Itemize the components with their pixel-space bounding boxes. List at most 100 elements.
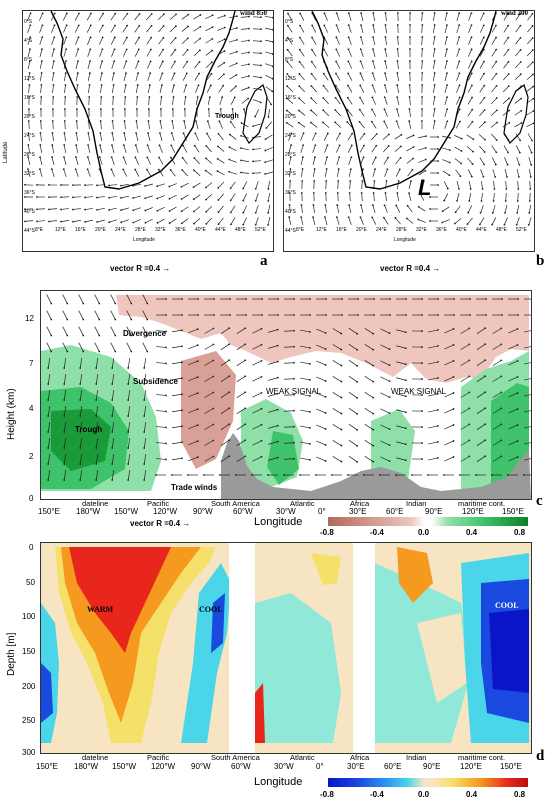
wind-vector-head xyxy=(433,72,436,74)
wind-vector xyxy=(444,408,454,414)
wind-vector-head xyxy=(484,407,487,410)
wind-vector xyxy=(491,85,497,93)
wind-vector xyxy=(268,329,278,333)
wind-vector-head xyxy=(89,24,92,27)
wind-vector-head xyxy=(396,84,399,86)
wind-vector xyxy=(158,25,164,33)
wind-vector xyxy=(229,171,237,175)
wind-vector xyxy=(409,96,411,106)
wind-vector-head xyxy=(24,220,26,223)
wind-vector-head xyxy=(326,156,328,159)
wind-vector xyxy=(419,181,425,189)
wind-vector xyxy=(135,73,139,81)
wind-vector xyxy=(481,180,483,190)
wind-vector-head xyxy=(334,109,337,111)
wind-vector-head xyxy=(506,175,508,178)
wind-vector-head xyxy=(62,168,65,171)
wind-vector xyxy=(135,157,139,165)
wind-vector-head xyxy=(507,474,509,476)
wind-vector xyxy=(433,72,435,82)
wind-vector xyxy=(205,158,213,164)
wind-vector xyxy=(79,374,83,384)
c-colorbar-tick: 0.4 xyxy=(466,528,478,537)
wind-vector xyxy=(146,169,152,177)
wind-vector xyxy=(193,49,201,57)
wind-vector xyxy=(394,134,402,140)
wind-vector-head xyxy=(516,424,519,426)
wind-vector xyxy=(236,407,246,415)
wind-vector-head xyxy=(48,196,50,199)
wind-vector-head xyxy=(288,216,291,218)
wind-vector-head xyxy=(86,156,89,159)
b-ytick: 32°S xyxy=(285,171,296,177)
wind-vector xyxy=(112,96,114,106)
wind-vector xyxy=(476,359,486,367)
wind-vector-head xyxy=(77,24,80,27)
wind-vector xyxy=(467,169,473,177)
wind-vector-head xyxy=(260,343,263,346)
wind-vector-head xyxy=(79,463,82,465)
wind-vector xyxy=(63,438,67,448)
wind-vector-head xyxy=(89,60,91,63)
wind-vector-head xyxy=(408,84,411,86)
wind-vector-head xyxy=(29,12,32,15)
wind-vector-head xyxy=(223,50,226,52)
c-xtick: 60°E xyxy=(386,507,404,516)
wind-vector xyxy=(47,406,51,416)
wind-vector-head xyxy=(529,176,532,178)
wind-vector-head xyxy=(162,25,165,27)
wind-vector xyxy=(220,455,230,463)
wind-vector xyxy=(372,73,376,81)
wind-vector xyxy=(359,97,365,105)
wind-vector xyxy=(504,205,508,213)
wind-vector-head xyxy=(206,120,209,123)
wind-vector-head xyxy=(421,314,423,316)
wind-vector-head xyxy=(516,408,519,410)
wind-vector xyxy=(143,422,147,432)
wind-vector-head xyxy=(260,88,262,91)
wind-vector xyxy=(460,344,470,350)
wind-vector-head xyxy=(28,60,31,62)
wind-vector-head xyxy=(362,156,365,159)
wind-vector xyxy=(27,169,31,177)
wind-vector-head xyxy=(298,60,301,63)
wind-vector xyxy=(240,63,250,67)
wind-vector-head xyxy=(395,204,398,207)
wind-vector xyxy=(444,97,448,105)
wind-vector-head xyxy=(495,139,498,141)
wind-vector-head xyxy=(388,444,391,447)
wind-vector-head xyxy=(127,463,130,465)
wind-vector xyxy=(193,38,201,44)
wind-vector xyxy=(460,440,470,446)
wind-vector xyxy=(99,73,103,81)
wind-vector-head xyxy=(267,116,270,118)
wind-vector-head xyxy=(236,15,238,18)
wind-vector-head xyxy=(27,120,30,122)
wind-vector xyxy=(94,326,100,336)
wind-vector-head xyxy=(127,479,130,481)
wind-vector-head xyxy=(212,455,215,458)
wind-vector-head xyxy=(63,132,66,134)
wind-vector-head xyxy=(95,447,98,449)
wind-vector xyxy=(142,294,148,304)
wind-vector xyxy=(359,109,365,117)
wind-vector xyxy=(364,328,374,334)
wind-vector xyxy=(74,25,80,33)
wind-vector-head xyxy=(99,120,102,122)
wind-vector xyxy=(316,392,326,398)
wind-vector-head xyxy=(388,428,391,431)
wind-vector xyxy=(336,25,340,33)
wind-vector xyxy=(428,393,438,397)
wind-vector-head xyxy=(137,72,140,75)
wind-vector-head xyxy=(436,329,439,331)
wind-vector-head xyxy=(79,415,82,417)
panel-d-ylabel: Depth [m] xyxy=(6,632,17,676)
wind-vector-head xyxy=(183,120,186,122)
wind-vector xyxy=(364,440,374,446)
wind-vector-head xyxy=(433,12,436,14)
wind-vector-head xyxy=(231,108,234,110)
wind-vector-head xyxy=(395,120,398,123)
wind-vector xyxy=(288,217,292,225)
wind-vector xyxy=(479,97,485,105)
panel-d-atlantic-warm xyxy=(255,683,265,743)
